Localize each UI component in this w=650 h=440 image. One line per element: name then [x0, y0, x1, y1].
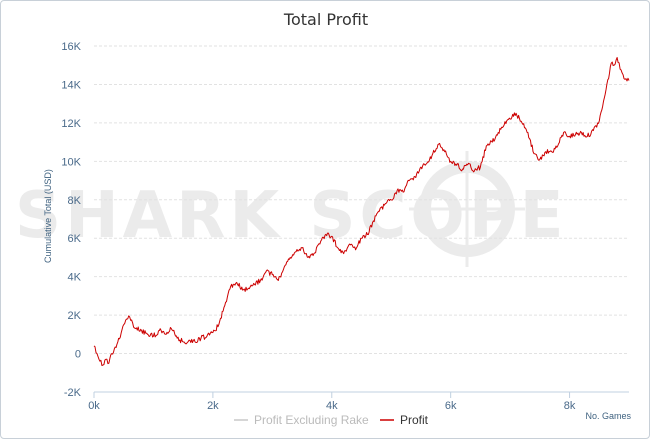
legend-label: Profit [400, 413, 429, 427]
chart-title: Total Profit [283, 10, 368, 29]
y-tick-label: 10K [61, 156, 81, 168]
y-tick-label: 8K [68, 195, 82, 207]
x-axis-title: No. Games [585, 411, 631, 421]
sharkscope-watermark: SHARK SCOPE [15, 151, 567, 267]
x-axis-ticks: 0k 2k 4k 6k 8k [88, 392, 576, 412]
x-tick-label: 0k [88, 400, 100, 412]
legend-item-0[interactable]: Profit Excluding Rake [234, 413, 369, 427]
legend-item-1[interactable]: Profit [380, 413, 429, 427]
y-axis-ticks: -2K 0 2K 4K 6K 8K 10K 12K 14K 16K [61, 41, 81, 399]
x-tick-label: 2k [207, 400, 219, 412]
y-tick-label: 16K [61, 41, 81, 53]
y-tick-label: -2K [64, 387, 82, 399]
series-line-1 [93, 57, 630, 366]
watermark-text: SHARK SCOPE [15, 179, 567, 253]
x-tick-label: 6k [445, 400, 457, 412]
y-tick-label: 2K [68, 310, 82, 322]
x-tick-label: 4k [326, 400, 338, 412]
y-tick-label: 0 [75, 349, 81, 361]
y-axis-title: Cumulative Total (USD) [43, 169, 53, 263]
series-group [93, 57, 630, 366]
y-tick-label: 12K [61, 118, 81, 130]
legend: Profit Excluding Rake Profit [234, 413, 429, 427]
y-tick-label: 14K [61, 79, 81, 91]
y-tick-label: 4K [68, 272, 82, 284]
x-tick-label: 8k [564, 400, 576, 412]
y-tick-label: 6K [68, 233, 82, 245]
legend-label: Profit Excluding Rake [254, 413, 369, 427]
